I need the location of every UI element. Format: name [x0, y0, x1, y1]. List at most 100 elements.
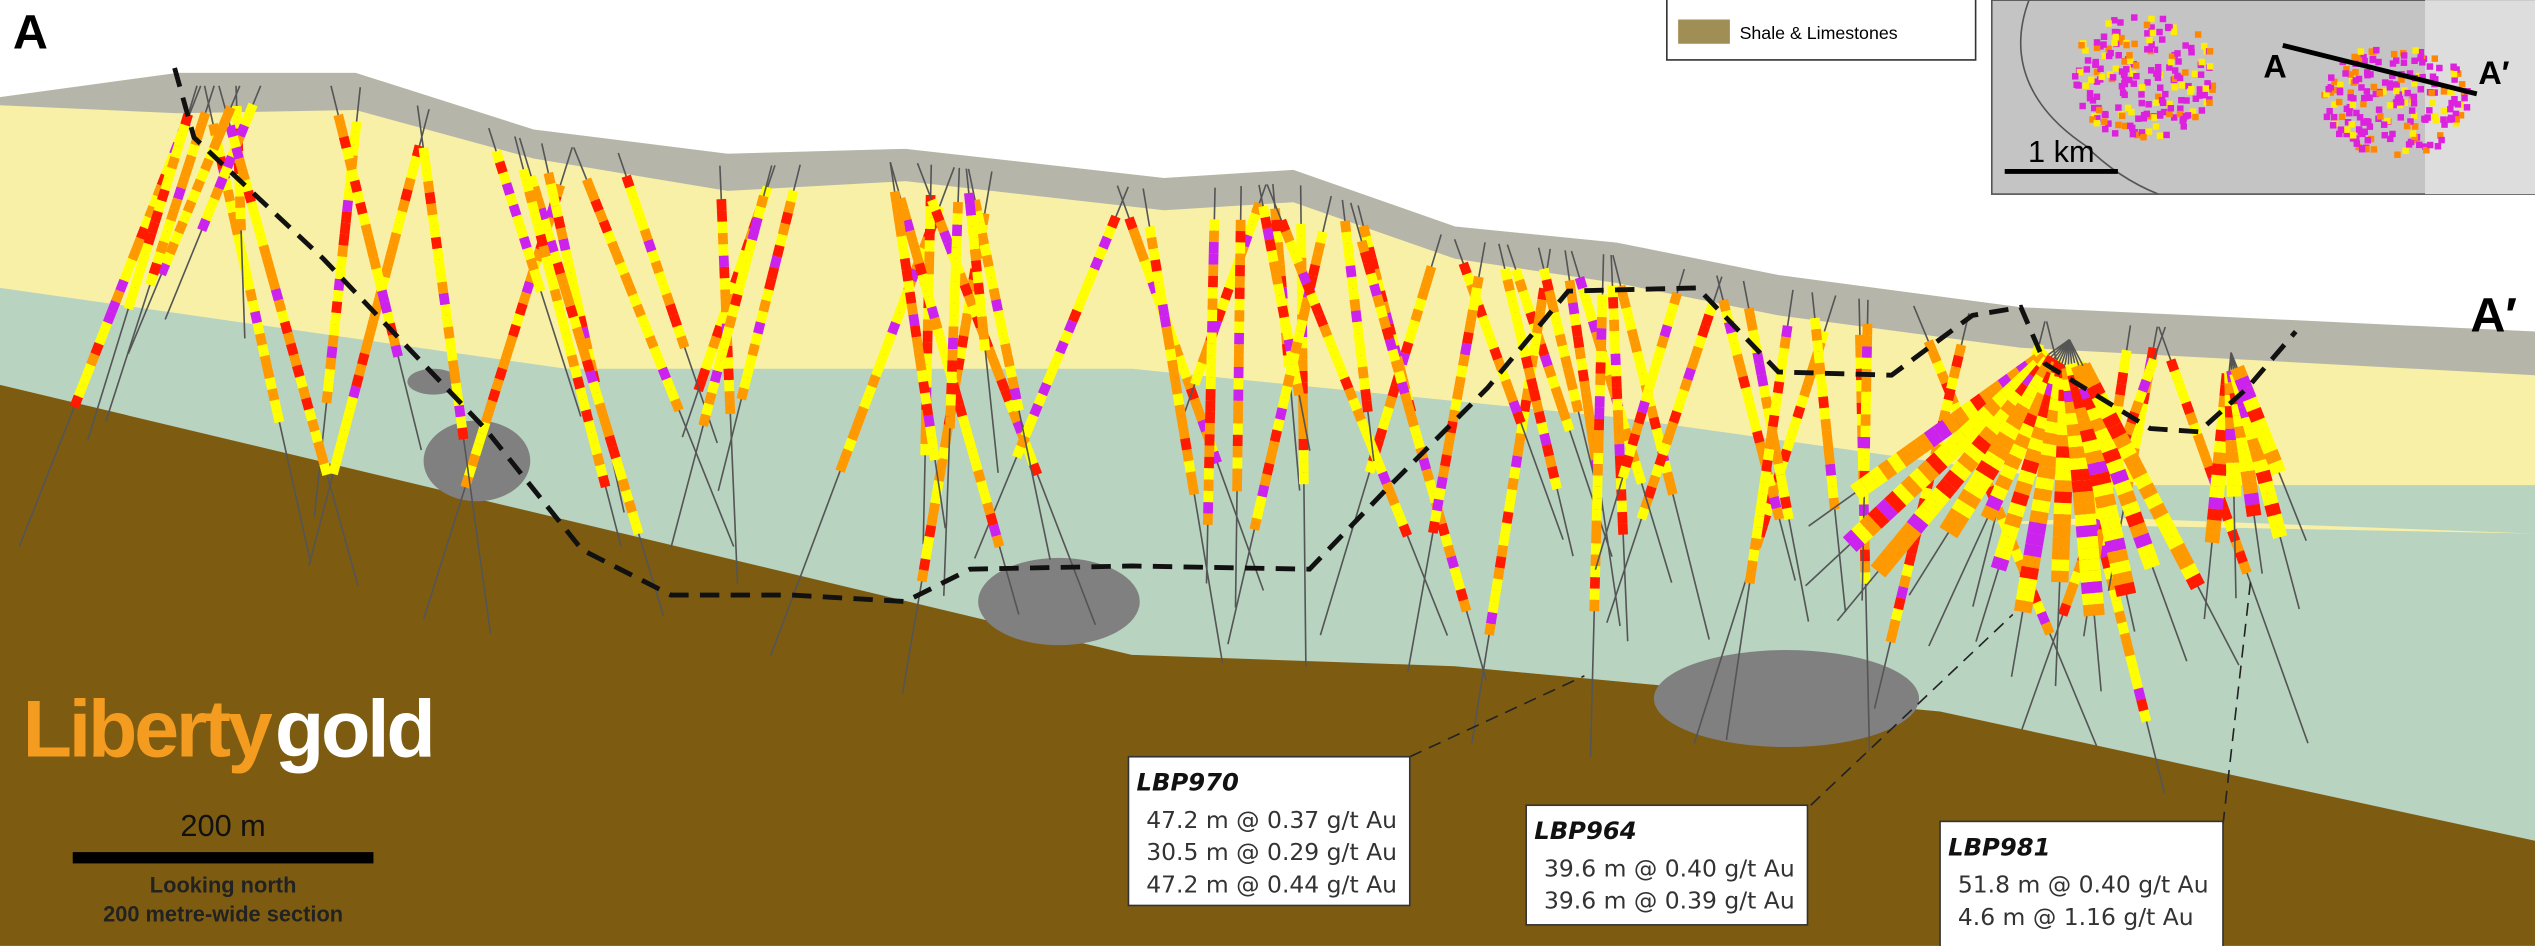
assay-interval: [1748, 329, 1760, 343]
assay-interval: [1315, 230, 1328, 245]
assay-interval: [1958, 421, 1981, 444]
inset-drill-collar: [2363, 145, 2370, 153]
assay-interval: [2099, 515, 2122, 531]
assay-interval: [895, 197, 909, 211]
assay-interval: [976, 316, 988, 329]
assay-interval: [1178, 365, 1192, 380]
assay-interval: [558, 238, 571, 252]
assay-interval: [1755, 441, 1768, 455]
assay-interval: [1477, 314, 1491, 329]
inset-drill-collar: [2115, 51, 2122, 59]
assay-interval: [1491, 578, 1503, 591]
assay-interval: [145, 272, 158, 287]
assay-interval: [973, 282, 985, 295]
inset-drill-collar: [2416, 141, 2423, 149]
assay-interval: [2073, 502, 2096, 516]
assay-interval: [1212, 308, 1226, 323]
assay-interval: [501, 345, 515, 360]
assay-interval: [1170, 381, 1183, 395]
inset-drill-collar: [2196, 86, 2204, 93]
assay-interval: [1287, 352, 1300, 366]
assay-interval: [1436, 476, 1448, 490]
assay-interval: [2023, 412, 2042, 429]
assay-interval: [1923, 426, 1944, 448]
inset-drill-collar: [2364, 71, 2371, 79]
inset-drill-collar: [2170, 114, 2178, 121]
inset-drill-collar: [2384, 117, 2391, 125]
inset-drill-collar: [2084, 57, 2092, 64]
assay-interval: [423, 180, 435, 194]
inset-drill-collar: [2128, 108, 2135, 116]
assay-interval: [1346, 276, 1358, 289]
assay-interval: [350, 121, 362, 134]
assay-interval: [334, 267, 346, 280]
assay-interval: [2138, 482, 2158, 500]
assay-interval: [903, 280, 915, 293]
assay-interval: [744, 354, 757, 368]
assay-interval: [1381, 406, 1394, 420]
inset-drill-collar: [2437, 132, 2444, 139]
inset-drill-collar: [2380, 121, 2388, 128]
assay-interval: [1452, 577, 1466, 591]
assay-interval: [925, 425, 937, 439]
assay-interval: [1877, 459, 1898, 481]
assay-interval: [960, 312, 973, 326]
inset-drill-collar: [2206, 99, 2213, 107]
assay-interval: [1272, 418, 1285, 432]
inset-drill-collar: [2159, 15, 2167, 23]
assay-interval: [246, 200, 259, 215]
assay-interval: [2119, 632, 2133, 646]
assay-interval: [286, 342, 299, 357]
inset-drill-collar: [2426, 107, 2433, 114]
assay-interval: [936, 457, 948, 471]
assay-interval: [1604, 373, 1617, 388]
assay-interval: [1555, 333, 1568, 347]
assay-interval: [939, 435, 952, 449]
assay-interval: [2023, 383, 2048, 404]
assay-interval: [205, 196, 219, 212]
inset-drill-collar: [2381, 79, 2389, 86]
assay-interval: [1766, 425, 1778, 439]
assay-interval: [1640, 389, 1653, 404]
assay-interval: [1059, 329, 1073, 344]
assay-interval: [1390, 502, 1404, 517]
assay-interval: [1352, 407, 1366, 422]
inset-drill-collar: [2177, 105, 2184, 112]
assay-interval: [94, 331, 108, 346]
assay-interval: [526, 174, 540, 189]
assay-interval: [1420, 276, 1433, 290]
assay-interval: [1400, 392, 1413, 406]
assay-interval: [1822, 441, 1834, 454]
inset-drill-collar: [2454, 101, 2462, 108]
assay-interval: [1574, 276, 1588, 290]
assay-interval: [143, 231, 157, 246]
assay-interval: [565, 304, 579, 319]
assay-interval: [972, 210, 985, 224]
assay-interval: [1412, 435, 1425, 450]
assay-interval: [2082, 438, 2105, 454]
inset-drill-collar: [2407, 118, 2414, 125]
assay-interval: [322, 379, 334, 393]
assay-interval: [998, 332, 1010, 346]
assay-interval: [1752, 351, 1765, 365]
assay-interval: [255, 233, 269, 248]
assay-interval: [1356, 418, 1371, 433]
assay-interval: [1165, 348, 1177, 362]
assay-interval: [1536, 343, 1550, 357]
assay-interval: [1666, 302, 1679, 317]
assay-interval: [195, 168, 210, 183]
assay-interval: [1779, 336, 1791, 349]
assay-interval: [1749, 419, 1762, 433]
assay-interval: [936, 338, 949, 353]
assay-interval: [380, 264, 393, 279]
inset-drill-collar: [2361, 94, 2368, 102]
assay-interval: [244, 102, 258, 117]
assay-interval: [1247, 212, 1261, 227]
assay-interval: [169, 197, 183, 212]
assay-interval: [1626, 328, 1640, 342]
assay-interval: [511, 313, 525, 327]
assay-interval: [532, 279, 546, 293]
assay-interval: [1632, 350, 1645, 364]
assay-interval: [298, 386, 311, 400]
